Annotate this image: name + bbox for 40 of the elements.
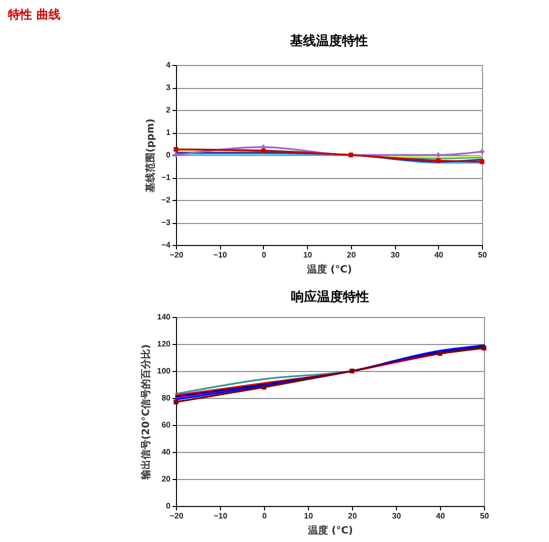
- x-tick-label: −10: [213, 250, 228, 260]
- x-tick-label: 40: [436, 512, 446, 520]
- y-axis-title: 输出信号(20°C信号的百分比): [140, 344, 152, 481]
- y-axis-title: 基线范围(ppm): [144, 118, 156, 194]
- x-tick-label: −20: [170, 512, 184, 520]
- chart-title: 基线温度特性: [289, 33, 368, 49]
- x-tick-label: 10: [303, 250, 313, 260]
- text: 特性 曲线: [7, 8, 60, 22]
- y-tick-label: −1: [161, 173, 172, 182]
- y-tick-label: 20: [162, 474, 172, 484]
- y-tick-label: 40: [162, 448, 172, 456]
- y-tick-label: −2: [161, 196, 172, 204]
- y-tick-label: 80: [162, 394, 172, 402]
- x-tick-label: 20: [346, 250, 356, 260]
- chart-title: 响应温度特性: [291, 289, 369, 305]
- y-tick-label: 120: [157, 340, 172, 348]
- x-tick-label: 50: [480, 512, 490, 520]
- y-tick-label: 0: [166, 150, 172, 160]
- y-tick-label: 140: [157, 312, 172, 322]
- y-tick-label: 0: [166, 502, 172, 510]
- x-tick-label: 0: [262, 512, 268, 520]
- x-tick-label: 20: [348, 512, 358, 520]
- x-axis-title: 温度 (°C): [307, 524, 353, 536]
- y-tick-label: 1: [166, 128, 172, 137]
- x-tick-label: 30: [390, 250, 400, 260]
- y-tick-label: −3: [161, 218, 172, 227]
- y-tick-label: 3: [166, 83, 172, 92]
- x-tick-label: 50: [478, 250, 488, 260]
- x-tick-label: −10: [214, 512, 228, 520]
- x-tick-label: 0: [262, 250, 267, 260]
- x-tick-label: 30: [392, 512, 402, 520]
- y-tick-label: −4: [161, 240, 172, 250]
- x-axis-title: 温度 (°C): [306, 264, 352, 276]
- x-tick-label: 10: [304, 512, 314, 520]
- x-tick-label: 40: [434, 250, 444, 260]
- y-tick-label: 4: [166, 60, 172, 70]
- y-tick-label: 2: [166, 106, 172, 114]
- y-tick-label: 100: [157, 366, 172, 376]
- y-tick-label: 60: [162, 420, 172, 430]
- x-tick-label: −20: [170, 250, 184, 260]
